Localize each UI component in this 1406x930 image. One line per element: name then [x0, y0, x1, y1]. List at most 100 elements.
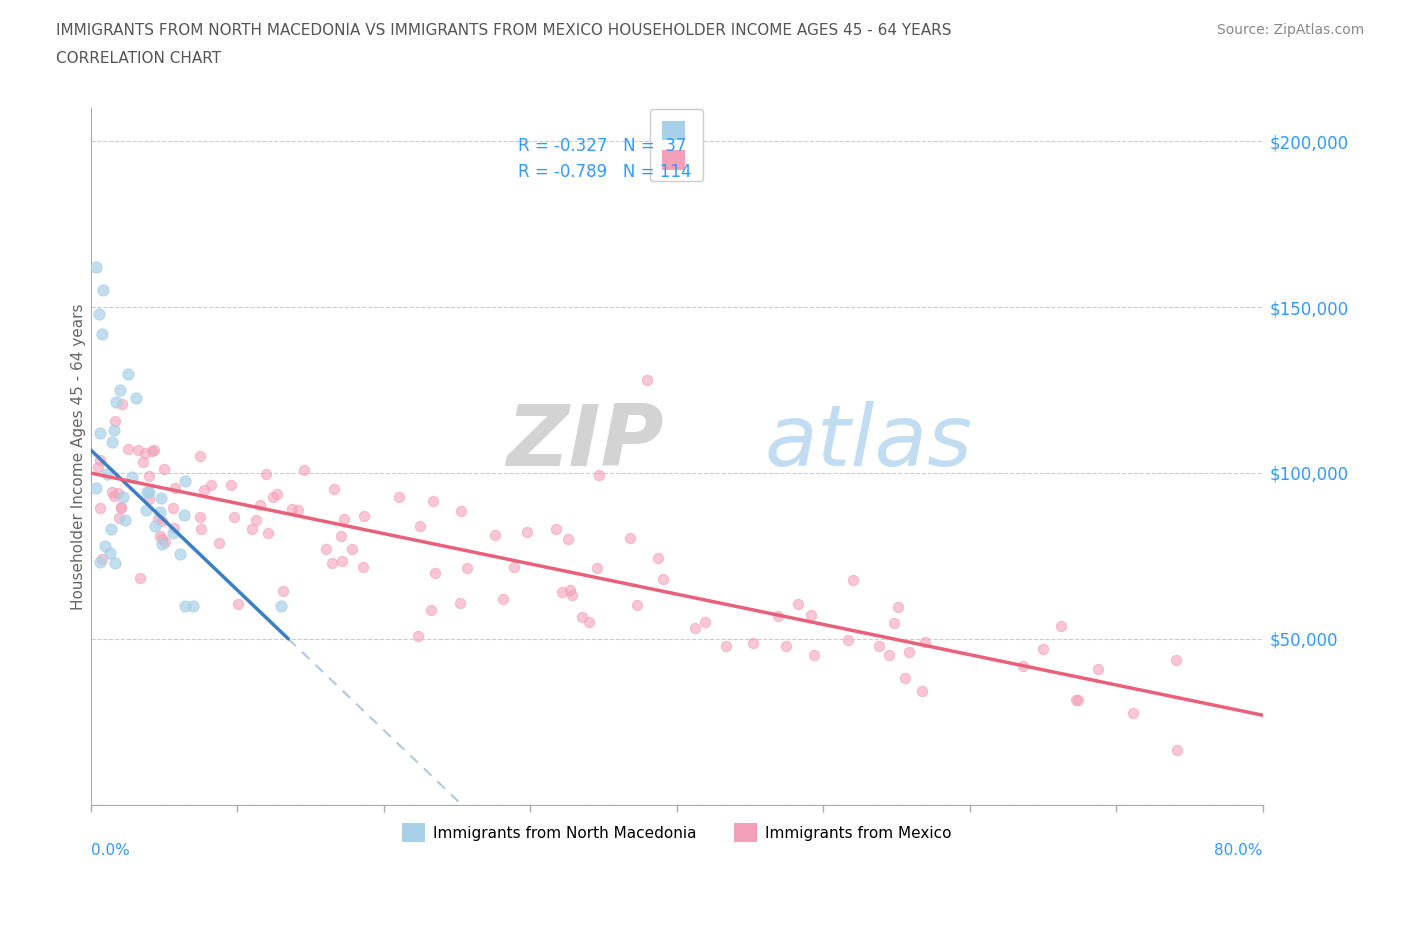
Point — [636, 373, 658, 388]
Point — [89, 425, 111, 440]
Point — [800, 608, 823, 623]
Text: Source: ZipAtlas.com: Source: ZipAtlas.com — [1216, 23, 1364, 37]
Point — [894, 671, 917, 685]
Point — [153, 535, 176, 550]
Point — [104, 555, 127, 570]
Text: CORRELATION CHART: CORRELATION CHART — [56, 51, 221, 66]
Point — [1087, 661, 1109, 676]
Point — [149, 528, 172, 543]
Point — [1064, 693, 1087, 708]
Point — [588, 468, 610, 483]
Point — [91, 326, 114, 341]
Point — [150, 531, 173, 546]
Point — [449, 595, 471, 610]
Point — [502, 560, 524, 575]
Point — [388, 490, 411, 505]
Point — [775, 638, 797, 653]
Point — [803, 647, 825, 662]
Point — [117, 366, 139, 381]
Point — [619, 531, 641, 546]
Point — [557, 532, 579, 547]
Point — [883, 616, 905, 631]
Point — [208, 536, 231, 551]
Point — [121, 470, 143, 485]
Point — [188, 510, 211, 525]
Point — [150, 491, 173, 506]
Point — [249, 498, 271, 512]
Point — [321, 556, 343, 571]
Point — [200, 478, 222, 493]
Text: R = -0.327   N =  37: R = -0.327 N = 37 — [519, 138, 686, 155]
Text: 0.0%: 0.0% — [90, 844, 129, 858]
Point — [224, 510, 246, 525]
Point — [173, 598, 195, 613]
Point — [84, 480, 107, 495]
Point — [652, 572, 675, 587]
Point — [877, 647, 900, 662]
Point — [174, 473, 197, 488]
Point — [153, 461, 176, 476]
Point — [90, 551, 112, 566]
Point — [129, 570, 152, 585]
Point — [111, 397, 134, 412]
Point — [914, 635, 936, 650]
Point — [897, 645, 920, 660]
Point — [342, 542, 364, 557]
Point — [585, 560, 607, 575]
Point — [219, 477, 242, 492]
Point — [1050, 619, 1073, 634]
Point — [188, 449, 211, 464]
Point — [100, 434, 122, 449]
Point — [330, 554, 353, 569]
Point — [150, 513, 173, 528]
Point — [108, 383, 131, 398]
Point — [94, 538, 117, 553]
Text: ZIP: ZIP — [506, 401, 664, 484]
Point — [101, 485, 124, 499]
Point — [1166, 743, 1188, 758]
Text: R = -0.789   N = 114: R = -0.789 N = 114 — [519, 163, 692, 181]
Point — [419, 603, 441, 618]
Point — [1067, 693, 1090, 708]
Point — [551, 584, 574, 599]
Point — [450, 504, 472, 519]
Point — [149, 504, 172, 519]
Point — [270, 598, 292, 613]
Point — [578, 614, 600, 629]
Point — [117, 442, 139, 457]
Point — [561, 587, 583, 602]
Point — [332, 512, 354, 527]
Point — [131, 455, 153, 470]
Y-axis label: Householder Income Ages 45 - 64 years: Householder Income Ages 45 - 64 years — [72, 303, 86, 610]
Point — [148, 512, 170, 526]
Point — [110, 500, 132, 515]
Point — [173, 507, 195, 522]
Legend: Immigrants from North Macedonia, Immigrants from Mexico: Immigrants from North Macedonia, Immigra… — [394, 816, 959, 849]
Point — [1122, 706, 1144, 721]
Point — [87, 459, 110, 474]
Text: 80.0%: 80.0% — [1215, 844, 1263, 858]
Point — [89, 306, 111, 321]
Point — [287, 502, 309, 517]
Point — [150, 537, 173, 551]
Point — [786, 596, 808, 611]
Point — [100, 522, 122, 537]
Point — [181, 598, 204, 613]
Point — [516, 525, 538, 539]
Point — [425, 565, 447, 580]
Point — [105, 394, 128, 409]
Point — [104, 413, 127, 428]
Point — [262, 489, 284, 504]
Point — [693, 615, 716, 630]
Point — [409, 519, 432, 534]
Point — [484, 527, 506, 542]
Text: atlas: atlas — [765, 401, 973, 484]
Point — [685, 620, 707, 635]
Point — [911, 684, 934, 698]
Point — [162, 500, 184, 515]
Point — [107, 485, 129, 500]
Point — [1164, 652, 1187, 667]
Point — [89, 500, 111, 515]
Point — [868, 639, 890, 654]
Point — [887, 600, 910, 615]
